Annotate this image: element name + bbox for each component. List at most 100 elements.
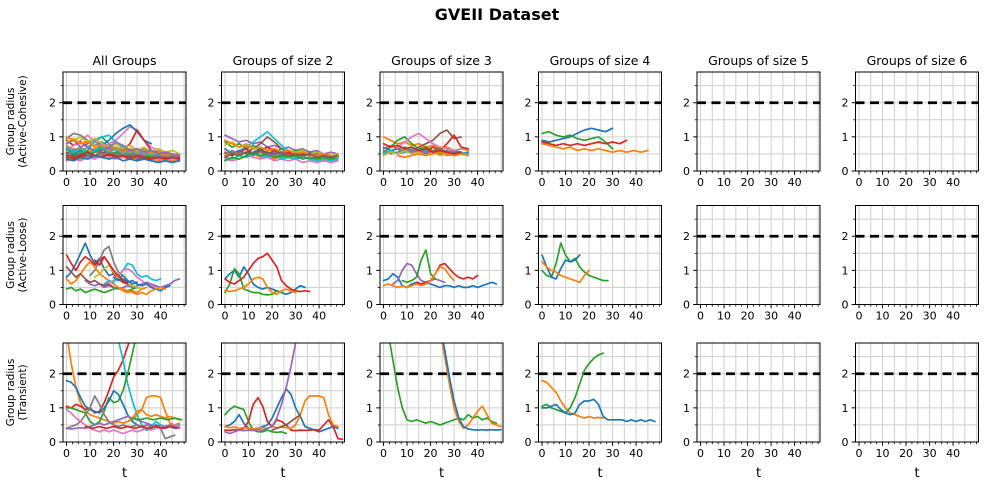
- series-line: [100, 141, 181, 157]
- y-tick-label: 2: [208, 368, 215, 381]
- series-line: [224, 276, 297, 296]
- series-line: [541, 254, 581, 280]
- series-line: [415, 262, 479, 285]
- series-line: [224, 252, 311, 293]
- x-tick-label: 10: [400, 310, 414, 323]
- x-tick-label: 30: [923, 310, 937, 323]
- y-tick-label: 2: [525, 230, 532, 243]
- y-tick-label: 0: [208, 436, 215, 449]
- x-tick-label: 40: [471, 176, 485, 189]
- panel-r0-c2: 0 10 20 30 40 0 1 2 Groups of size 3: [366, 53, 504, 189]
- y-tick-label: 1: [683, 264, 690, 277]
- x-tick-label: 40: [471, 310, 485, 323]
- series-line: [442, 343, 502, 431]
- y-tick-label: 1: [49, 264, 56, 277]
- x-tick-label: 30: [130, 176, 144, 189]
- x-tick-label: 20: [107, 310, 121, 323]
- panel-r0-c5: 0 10 20 30 40 0 1 2 Groups of size 6: [842, 53, 979, 189]
- y-tick-label: 2: [208, 97, 215, 110]
- series-line: [224, 395, 339, 430]
- y-tick-label: 0: [49, 165, 56, 178]
- x-tick-label: 0: [697, 310, 704, 323]
- panel-title: Groups of size 6: [867, 53, 968, 68]
- panel-r0-c4: 0 10 20 30 40 0 1 2 Groups of size 5: [683, 53, 821, 189]
- x-tick-label: 40: [788, 310, 802, 323]
- x-tick-label: 10: [559, 447, 573, 460]
- x-tick-label: 0: [380, 447, 387, 460]
- panel-border: [379, 71, 504, 172]
- panel-border: [221, 342, 345, 443]
- x-tick-label: 30: [289, 447, 303, 460]
- series-line: [65, 266, 115, 289]
- x-tick-label: 30: [130, 310, 144, 323]
- y-tick-label: 1: [208, 402, 215, 415]
- series-line: [224, 343, 297, 435]
- panel-border: [855, 71, 979, 172]
- y-tick-label: 0: [842, 165, 849, 178]
- panel-r0-c1: 0 10 20 30 40 0 1 2 Groups of size 2: [208, 53, 345, 189]
- x-tick-label: 20: [741, 176, 755, 189]
- x-tick-label: 30: [289, 310, 303, 323]
- x-tick-label: 20: [741, 447, 755, 460]
- panel-r0-c3: 0 10 20 30 40 0 1 2 Groups of size 4: [525, 53, 662, 189]
- x-tick-label: 20: [265, 310, 279, 323]
- panel-border: [221, 205, 345, 305]
- x-tick-label: 10: [242, 176, 256, 189]
- y-axis-label-line1: Group radius: [5, 359, 17, 427]
- panel-r1-c0: 0 10 20 30 40 0 1 2 Group radius (Active-Loose): [5, 205, 187, 323]
- x-tick-label: 20: [899, 310, 913, 323]
- y-tick-label: 1: [366, 131, 373, 144]
- y-tick-label: 1: [366, 402, 373, 415]
- panel-border: [538, 205, 662, 305]
- x-axis-label: t: [597, 466, 602, 481]
- x-tick-label: 10: [83, 176, 97, 189]
- x-axis-label: t: [439, 466, 444, 481]
- x-tick-label: 20: [582, 176, 596, 189]
- y-axis-label-line1: Group radius: [5, 221, 17, 289]
- series-line: [93, 264, 143, 290]
- y-tick-label: 1: [525, 264, 532, 277]
- x-tick-label: 0: [222, 176, 229, 189]
- y-tick-label: 2: [49, 368, 56, 381]
- y-tick-label: 1: [208, 131, 215, 144]
- panel-border: [855, 342, 979, 443]
- series-line: [541, 242, 609, 282]
- y-tick-label: 0: [525, 299, 532, 312]
- x-tick-label: 30: [764, 176, 778, 189]
- panel-border: [62, 71, 187, 172]
- panel-r2-c4: 0 10 20 30 40 0 1 2 t: [683, 342, 821, 481]
- x-tick-label: 0: [539, 176, 546, 189]
- series-line: [271, 413, 302, 431]
- x-tick-label: 10: [242, 447, 256, 460]
- y-axis-label-line2: (Active-Loose): [17, 218, 29, 293]
- series-line: [65, 136, 181, 155]
- panel-r2-c1: 0 10 20 30 40 0 1 2 t: [208, 342, 345, 481]
- x-tick-label: 10: [717, 176, 731, 189]
- x-tick-label: 40: [154, 176, 168, 189]
- figure-title: GVEII Dataset: [434, 5, 560, 24]
- series-line: [541, 398, 656, 423]
- x-tick-label: 20: [899, 447, 913, 460]
- y-tick-label: 1: [525, 402, 532, 415]
- x-tick-label: 10: [876, 447, 890, 460]
- series-line: [65, 343, 136, 426]
- x-tick-label: 20: [107, 447, 121, 460]
- y-tick-label: 2: [683, 230, 690, 243]
- x-tick-label: 20: [107, 176, 121, 189]
- x-tick-label: 0: [539, 310, 546, 323]
- y-tick-label: 0: [683, 436, 690, 449]
- x-tick-label: 20: [265, 447, 279, 460]
- series-line: [224, 405, 288, 435]
- x-tick-label: 10: [717, 447, 731, 460]
- series-line: [224, 266, 306, 296]
- series-line: [541, 130, 614, 150]
- x-tick-label: 20: [424, 310, 438, 323]
- y-tick-label: 0: [366, 436, 373, 449]
- panel-r1-c3: 0 10 20 30 40 0 1 2: [525, 205, 662, 323]
- x-tick-label: 0: [856, 447, 863, 460]
- x-tick-label: 40: [312, 176, 326, 189]
- x-tick-label: 10: [242, 310, 256, 323]
- y-tick-label: 1: [49, 131, 56, 144]
- x-tick-label: 10: [83, 447, 97, 460]
